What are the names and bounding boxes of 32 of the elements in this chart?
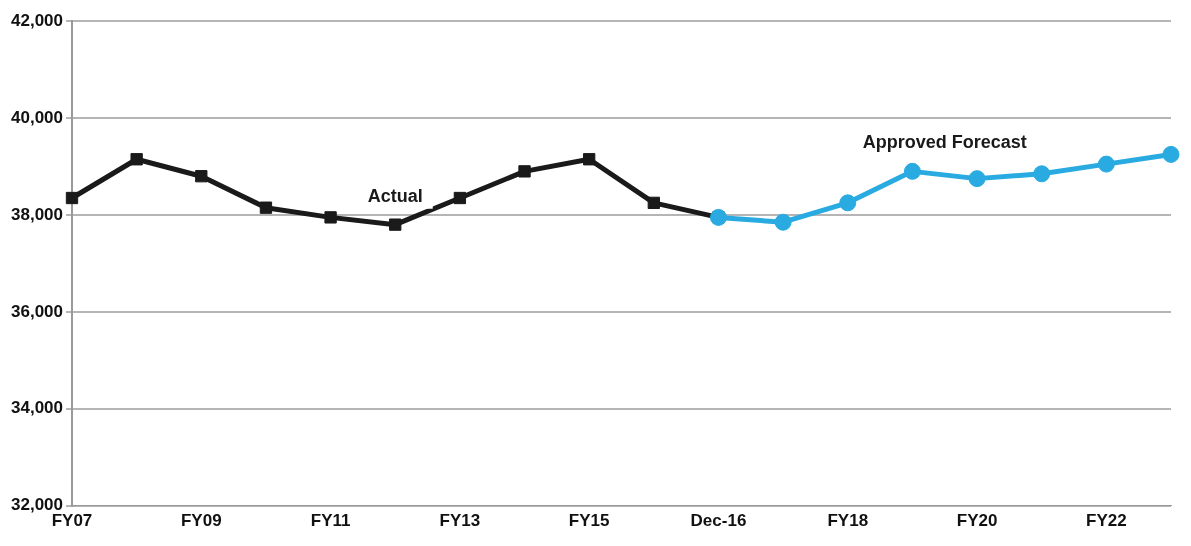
point bbox=[968, 170, 986, 188]
series-label: Actual bbox=[367, 185, 423, 206]
x-tick-label: FY13 bbox=[439, 511, 481, 531]
y-tick-label: 34,000 bbox=[11, 398, 63, 418]
y-tick-label: 42,000 bbox=[11, 10, 63, 30]
x-tick-label: FY09 bbox=[180, 511, 222, 531]
y-tick-label: 36,000 bbox=[11, 301, 63, 321]
point bbox=[1033, 165, 1051, 183]
y-tick-label: 38,000 bbox=[11, 204, 63, 224]
point bbox=[453, 191, 467, 205]
point bbox=[324, 211, 337, 224]
x-tick-label: FY15 bbox=[568, 511, 610, 531]
point bbox=[839, 194, 857, 212]
point bbox=[583, 153, 596, 166]
x-tick-label: Dec-16 bbox=[690, 511, 747, 531]
point bbox=[1097, 155, 1115, 173]
point bbox=[903, 162, 921, 180]
x-tick-label: FY22 bbox=[1086, 511, 1127, 531]
point bbox=[518, 165, 531, 178]
point bbox=[195, 170, 208, 183]
series-label: Approved Forecast bbox=[862, 132, 1027, 153]
y-tick-label: 40,000 bbox=[11, 107, 63, 127]
point bbox=[774, 213, 792, 231]
point bbox=[65, 191, 79, 205]
x-tick-label: FY20 bbox=[956, 511, 998, 531]
point bbox=[130, 153, 143, 166]
point bbox=[1162, 145, 1180, 163]
point bbox=[647, 196, 660, 210]
x-tick-label: FY18 bbox=[827, 511, 869, 531]
point bbox=[259, 201, 273, 214]
x-tick-label: FY11 bbox=[310, 511, 351, 531]
point bbox=[389, 218, 402, 231]
